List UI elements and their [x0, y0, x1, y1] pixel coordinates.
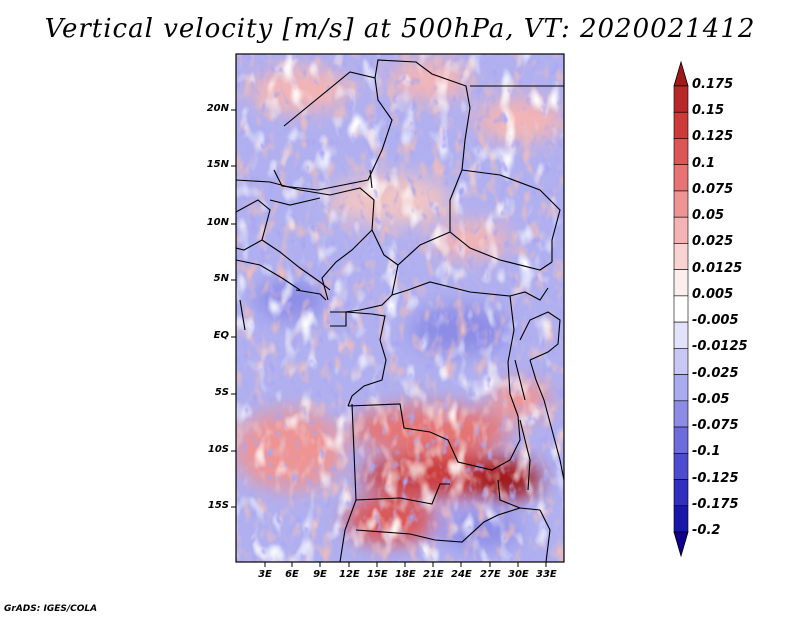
colorbar-swatch — [673, 479, 689, 507]
lon-tick-label: 15E — [367, 569, 388, 580]
colorbar-label: 0.1 — [692, 155, 716, 171]
colorbar-swatch — [673, 505, 689, 533]
lon-tick-label: 24E — [451, 569, 472, 580]
colorbar-label: 0.05 — [692, 208, 725, 224]
colorbar-label: -0.025 — [692, 365, 739, 381]
vertical-velocity-field — [236, 54, 564, 562]
colorbar-swatch — [673, 295, 689, 323]
colorbar-swatch — [673, 426, 689, 454]
colorbar-swatch — [673, 85, 689, 113]
colorbar-label: 0.175 — [692, 77, 734, 92]
colorbar-label: 0.125 — [692, 129, 734, 145]
colorbar-label: 0.025 — [692, 234, 734, 250]
lon-tick-label: 33E — [536, 569, 557, 580]
lon-tick-label: 27E — [480, 569, 501, 580]
lat-tick-label: EQ — [213, 330, 229, 341]
colorbar-label: -0.05 — [692, 391, 730, 407]
lat-tick-label: 15S — [207, 500, 229, 511]
colorbar-swatch — [673, 138, 689, 166]
country-borders — [236, 59, 564, 562]
lat-tick-label: 10N — [206, 217, 229, 228]
lat-tick-label: 5S — [214, 387, 229, 398]
colorbar-label: -0.125 — [692, 470, 739, 486]
lat-tick-label: 5N — [213, 273, 229, 284]
map-frame — [235, 53, 565, 563]
lat-tick-label: 20N — [206, 103, 229, 114]
colorbar-swatch — [673, 269, 689, 297]
colorbar-label: -0.0125 — [692, 339, 748, 355]
colorbar-swatch — [673, 164, 689, 192]
lat-tick-label: 10S — [207, 444, 229, 455]
colorbar-swatch — [673, 452, 689, 480]
lon-tick-label: 9E — [313, 569, 327, 580]
colorbar-swatch — [673, 348, 689, 375]
axis-ticks — [231, 109, 547, 567]
colorbar-bottom-arrow — [673, 531, 689, 558]
colorbar-label: -0.1 — [692, 444, 721, 460]
colorbar-label: 0.005 — [692, 286, 734, 302]
colorbar-label: 0.075 — [692, 181, 734, 197]
chart-title: Vertical velocity [m/s] at 500hPa, VT: 2… — [44, 14, 756, 44]
colorbar-label: -0.005 — [692, 313, 739, 329]
colorbar-label: 0.15 — [692, 103, 725, 119]
colorbar-swatch — [673, 374, 689, 402]
lon-tick-label: 21E — [423, 569, 444, 580]
colorbar-label: -0.2 — [692, 523, 721, 538]
lon-tick-label: 12E — [339, 569, 360, 580]
lon-tick-label: 30E — [508, 569, 529, 580]
lon-tick-label: 18E — [395, 569, 416, 580]
colorbar-swatch — [673, 243, 689, 270]
colorbar-swatch — [673, 190, 689, 218]
colorbar-swatch — [673, 321, 689, 349]
colorbar-swatch — [673, 216, 689, 244]
colorbar-swatch — [673, 400, 689, 428]
colorbar-label: -0.175 — [692, 496, 739, 512]
grads-credit: GrADS: IGES/COLA — [4, 604, 98, 614]
colorbar — [673, 60, 689, 558]
colorbar-top-arrow — [673, 60, 689, 87]
lon-tick-label: 6E — [285, 569, 299, 580]
colorbar-swatch — [673, 111, 689, 139]
lat-tick-label: 15N — [206, 159, 229, 170]
lon-tick-label: 3E — [258, 569, 272, 580]
colorbar-label: 0.0125 — [692, 260, 743, 276]
colorbar-label: -0.075 — [692, 418, 739, 434]
